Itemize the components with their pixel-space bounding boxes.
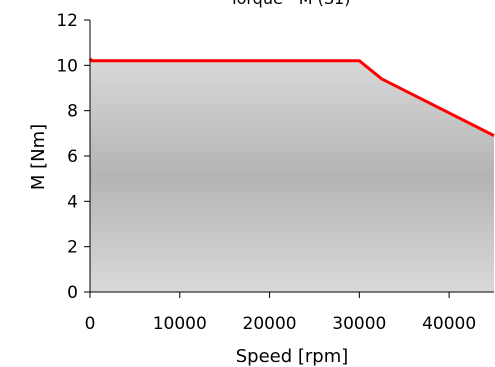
- torque-series-line: [88, 57, 495, 137]
- y-tick-label: 10: [56, 56, 78, 76]
- y-tick-label: 6: [67, 147, 78, 167]
- y-tick-label: 0: [67, 283, 78, 303]
- y-tick-label: 12: [56, 11, 78, 31]
- x-tick-label: 0: [85, 314, 96, 334]
- y-tick-label: 8: [67, 102, 78, 122]
- y-tick-label: 2: [67, 238, 78, 258]
- y-tick-label: 4: [67, 192, 78, 212]
- x-tick-label: 10000: [153, 314, 207, 334]
- x-axis-title: Speed [rpm]: [236, 346, 349, 367]
- y-axis-title: M [Nm]: [28, 124, 49, 190]
- x-tick-label: 40000: [422, 314, 476, 334]
- x-tick-label: 30000: [332, 314, 386, 334]
- x-tick-label: 20000: [243, 314, 297, 334]
- torque-area-fill: [90, 58, 494, 293]
- plot-area: 0 2 4 6 8 10 12 0 10000 20000 30000 40000: [56, 11, 495, 334]
- chart-title: Torque - M (S1): [229, 0, 351, 8]
